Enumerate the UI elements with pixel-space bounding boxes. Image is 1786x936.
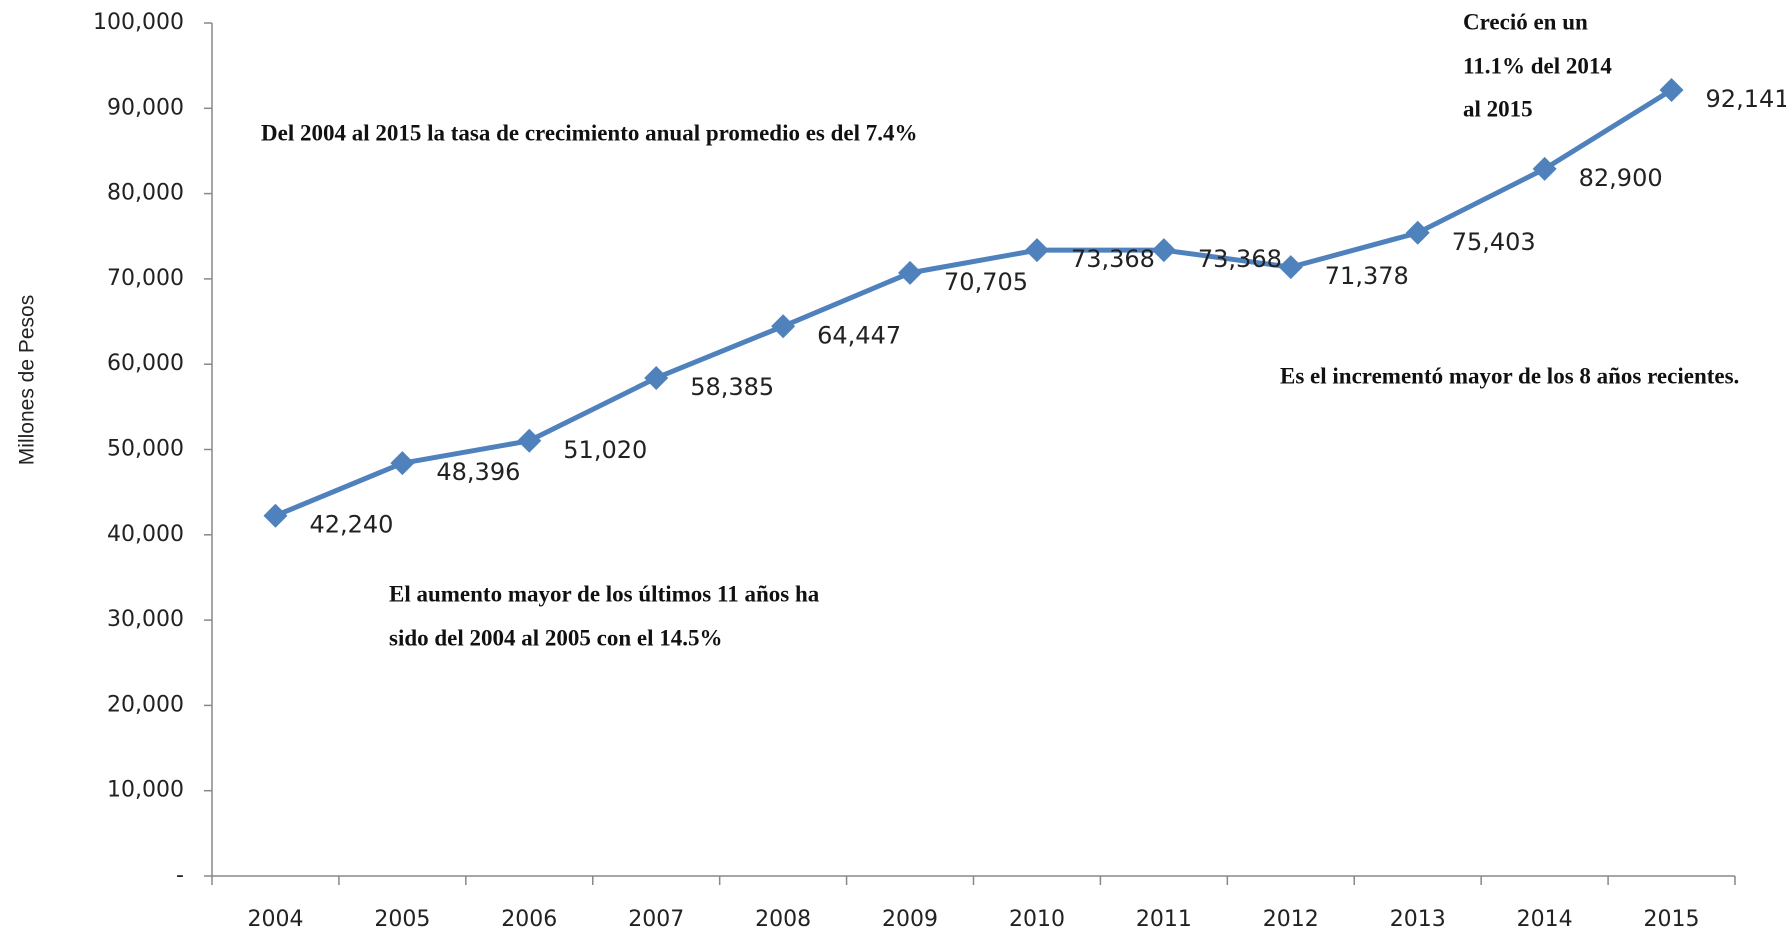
y-tick-label: 80,000 <box>107 181 184 206</box>
y-tick-label: 50,000 <box>107 437 184 462</box>
x-tick-label: 2004 <box>247 907 303 932</box>
marker <box>1151 238 1176 263</box>
x-tick-label: 2014 <box>1517 907 1573 932</box>
data-label: 82,900 <box>1579 164 1663 192</box>
annotation: 11.1% del 2014 <box>1463 53 1612 78</box>
data-label: 51,020 <box>563 436 647 464</box>
data-label: 42,240 <box>309 511 393 539</box>
marker <box>898 260 923 285</box>
data-label: 92,141 <box>1706 85 1786 113</box>
data-label: 70,705 <box>944 268 1028 296</box>
line <box>274 87 1673 519</box>
x-tick-label: 2005 <box>374 907 430 932</box>
y-tick-label: - <box>176 863 184 888</box>
data-label: 48,396 <box>436 458 520 486</box>
marker <box>263 503 288 528</box>
data-label: 58,385 <box>690 373 774 401</box>
annotation: Del 2004 al 2015 la tasa de crecimiento … <box>261 120 918 145</box>
annotation: Creció en un <box>1463 9 1588 34</box>
x-tick-label: 2006 <box>501 907 557 932</box>
data-label: 64,447 <box>817 321 901 349</box>
x-tick-label: 2008 <box>755 907 811 932</box>
data-label: 73,368 <box>1071 245 1155 273</box>
y-tick-label: 10,000 <box>107 778 184 803</box>
y-axis-title: Millones de Pesos <box>16 295 39 465</box>
x-tick-label: 2012 <box>1263 907 1319 932</box>
marker <box>644 365 669 390</box>
marker <box>390 451 415 476</box>
x-tick-label: 2013 <box>1390 907 1446 932</box>
annotation: sido del 2004 al 2005 con el 14.5% <box>389 625 723 650</box>
annotation: El aumento mayor de los últimos 11 años … <box>389 581 820 606</box>
y-tick-label: 60,000 <box>107 351 184 376</box>
y-tick-label: 40,000 <box>107 522 184 547</box>
x-tick-label: 2011 <box>1136 907 1192 932</box>
x-tick-label: 2010 <box>1009 907 1065 932</box>
marker <box>1405 220 1430 245</box>
marker <box>517 428 542 453</box>
y-tick-label: 90,000 <box>107 95 184 120</box>
y-tick-label: 30,000 <box>107 607 184 632</box>
x-tick-label: 2015 <box>1644 907 1700 932</box>
annotation: Es el incrementó mayor de los 8 años rec… <box>1280 363 1739 388</box>
data-label: 73,368 <box>1198 245 1282 273</box>
y-tick-label: 100,000 <box>93 10 184 35</box>
marker <box>1024 238 1049 263</box>
marker <box>1659 78 1684 103</box>
x-tick-label: 2007 <box>628 907 684 932</box>
marker <box>1278 255 1303 280</box>
marker <box>771 314 796 339</box>
y-tick-label: 70,000 <box>107 266 184 291</box>
data-label: 75,403 <box>1452 228 1536 256</box>
x-tick-label: 2009 <box>882 907 938 932</box>
data-label: 71,378 <box>1325 262 1409 290</box>
annotation: al 2015 <box>1463 96 1533 121</box>
marker <box>1532 156 1557 181</box>
y-tick-label: 20,000 <box>107 692 184 717</box>
